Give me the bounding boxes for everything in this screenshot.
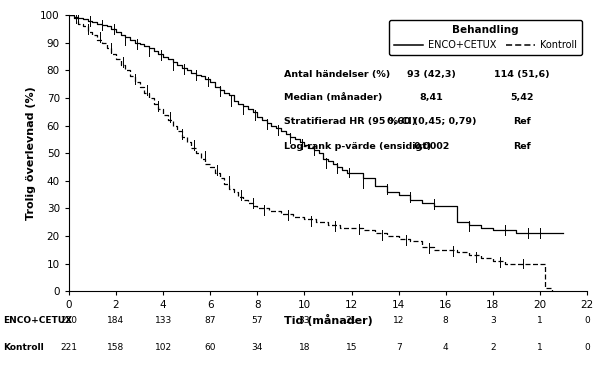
Text: Ref: Ref bbox=[513, 142, 531, 151]
Text: 33: 33 bbox=[299, 316, 310, 325]
Text: 220: 220 bbox=[60, 316, 77, 325]
Text: 0: 0 bbox=[584, 316, 590, 325]
Text: Ref: Ref bbox=[513, 117, 531, 126]
Legend: ENCO+CETUX, Kontroll: ENCO+CETUX, Kontroll bbox=[389, 20, 582, 55]
Text: Kontroll: Kontroll bbox=[3, 343, 44, 352]
Text: 34: 34 bbox=[252, 343, 263, 352]
Text: 0,0002: 0,0002 bbox=[413, 142, 450, 151]
Text: 184: 184 bbox=[107, 316, 125, 325]
Text: 8,41: 8,41 bbox=[420, 93, 443, 101]
Text: 15: 15 bbox=[346, 343, 357, 352]
Text: 5,42: 5,42 bbox=[510, 93, 534, 101]
X-axis label: Tid (månader): Tid (månader) bbox=[283, 314, 373, 326]
Text: 7: 7 bbox=[396, 343, 401, 352]
Text: 133: 133 bbox=[155, 316, 172, 325]
Text: 60: 60 bbox=[204, 343, 216, 352]
Text: 3: 3 bbox=[490, 316, 496, 325]
Text: 8: 8 bbox=[443, 316, 449, 325]
Text: Log-rank p-värde (ensidigt): Log-rank p-värde (ensidigt) bbox=[284, 142, 431, 151]
Text: 1: 1 bbox=[537, 343, 543, 352]
Text: 102: 102 bbox=[155, 343, 172, 352]
Text: 158: 158 bbox=[107, 343, 125, 352]
Text: 2: 2 bbox=[490, 343, 495, 352]
Text: Antal händelser (%): Antal händelser (%) bbox=[284, 70, 390, 79]
Text: 87: 87 bbox=[204, 316, 216, 325]
Text: 18: 18 bbox=[299, 343, 310, 352]
Text: 221: 221 bbox=[60, 343, 77, 352]
Text: 12: 12 bbox=[393, 316, 404, 325]
Text: 114 (51,6): 114 (51,6) bbox=[494, 70, 550, 79]
Text: 93 (42,3): 93 (42,3) bbox=[407, 70, 456, 79]
Text: ENCO+CETUX: ENCO+CETUX bbox=[395, 46, 468, 55]
Text: 0: 0 bbox=[584, 343, 590, 352]
Text: 4: 4 bbox=[443, 343, 449, 352]
Text: Median (månader): Median (månader) bbox=[284, 93, 382, 101]
Text: 1: 1 bbox=[537, 316, 543, 325]
Text: 57: 57 bbox=[252, 316, 263, 325]
Text: Stratifierad HR (95 % CI): Stratifierad HR (95 % CI) bbox=[284, 117, 416, 126]
Y-axis label: Trolig överlevnad (%): Trolig överlevnad (%) bbox=[26, 86, 36, 220]
Text: 21: 21 bbox=[346, 316, 357, 325]
Text: ENCO+CETUX: ENCO+CETUX bbox=[3, 316, 72, 325]
Text: Kontroll: Kontroll bbox=[501, 46, 544, 55]
Text: 0,60 (0,45; 0,79): 0,60 (0,45; 0,79) bbox=[387, 117, 476, 126]
